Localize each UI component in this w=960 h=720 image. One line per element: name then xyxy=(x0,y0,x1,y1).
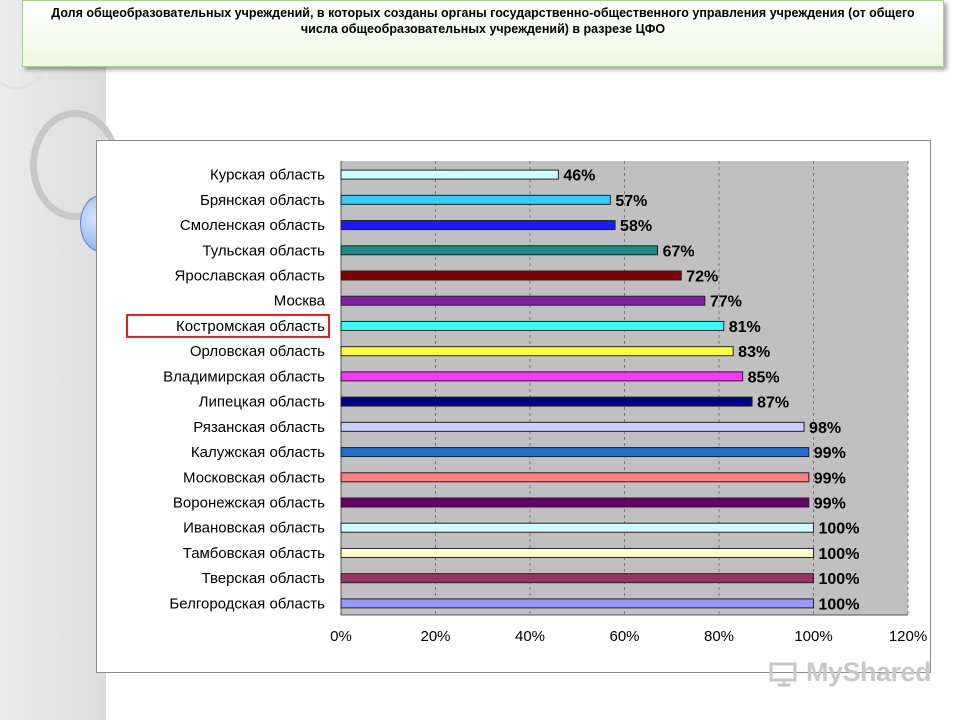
slide-title: Доля общеобразовательных учреждений, в к… xyxy=(51,6,915,36)
category-label: Воронежская область xyxy=(173,495,325,512)
category-label: Брянская область xyxy=(200,192,325,209)
category-label: Москва xyxy=(274,293,326,310)
data-label: 67% xyxy=(663,243,695,260)
chart-frame: 0% 20% 40% 60% 80% 100% 120% Курская область 46%… xyxy=(96,140,931,673)
data-label: 81% xyxy=(729,319,761,336)
category-label: Курская область xyxy=(210,167,325,184)
bar xyxy=(340,220,616,231)
x-tick-label: 100% xyxy=(794,628,832,645)
data-label: 99% xyxy=(814,445,846,462)
bar xyxy=(340,396,753,407)
bar xyxy=(340,320,725,331)
data-label: 85% xyxy=(748,369,780,386)
data-label: 100% xyxy=(819,571,860,588)
category-label: Тамбовская область xyxy=(183,545,325,562)
category-label: Орловская область xyxy=(190,343,325,360)
category-label: Рязанская область xyxy=(193,419,325,436)
bar xyxy=(340,472,810,483)
bar xyxy=(340,346,734,357)
category-label: Тульская область xyxy=(202,242,325,259)
x-tick-label: 80% xyxy=(704,628,734,645)
bar-chart: 0% 20% 40% 60% 80% 100% 120% Курская область 46%… xyxy=(126,161,927,645)
watermark: MyShared xyxy=(766,655,936,695)
x-tick-label: 0% xyxy=(330,628,352,645)
data-label: 72% xyxy=(686,269,718,286)
watermark-text: MyShared xyxy=(806,657,932,687)
data-label: 100% xyxy=(819,521,860,538)
category-label: Калужская область xyxy=(191,444,325,461)
bar xyxy=(340,245,659,256)
bar xyxy=(340,421,805,432)
category-label: Смоленская область xyxy=(180,217,325,234)
x-tick-label: 40% xyxy=(515,628,545,645)
bar xyxy=(340,598,814,609)
bar xyxy=(340,547,814,558)
x-tick-label: 20% xyxy=(420,628,450,645)
bar xyxy=(340,371,744,382)
x-tick-label: 120% xyxy=(889,628,927,645)
data-label: 98% xyxy=(809,420,841,437)
bar xyxy=(340,497,810,508)
data-label: 99% xyxy=(814,470,846,487)
data-label: 57% xyxy=(615,193,647,210)
left-decor-strip xyxy=(0,0,106,720)
category-label: Костромская область xyxy=(176,318,325,335)
data-label: 87% xyxy=(757,395,789,412)
bar xyxy=(340,169,559,180)
data-label: 46% xyxy=(563,168,595,185)
bar xyxy=(340,270,682,281)
data-label: 99% xyxy=(814,496,846,513)
data-label: 58% xyxy=(620,218,652,235)
category-label: Тверская область xyxy=(201,570,325,587)
data-label: 83% xyxy=(738,344,770,361)
bar xyxy=(340,573,814,584)
category-label: Ивановская область xyxy=(183,520,325,537)
title-banner: Доля общеобразовательных учреждений, в к… xyxy=(22,0,944,67)
bar xyxy=(340,295,706,306)
category-label: Московская область xyxy=(183,469,325,486)
bar xyxy=(340,447,810,458)
bar xyxy=(340,194,611,205)
category-label: Ярославская область xyxy=(175,268,326,285)
category-label: Владимирская область xyxy=(163,368,325,385)
category-label: Белгородская область xyxy=(169,595,325,612)
data-label: 77% xyxy=(710,294,742,311)
watermark-logo-icon xyxy=(769,662,797,687)
bar xyxy=(340,522,814,533)
highlight-box xyxy=(126,313,330,338)
data-label: 100% xyxy=(819,546,860,563)
data-label: 100% xyxy=(819,596,860,613)
category-label: Липецкая область xyxy=(199,394,326,411)
x-tick-label: 60% xyxy=(609,628,639,645)
